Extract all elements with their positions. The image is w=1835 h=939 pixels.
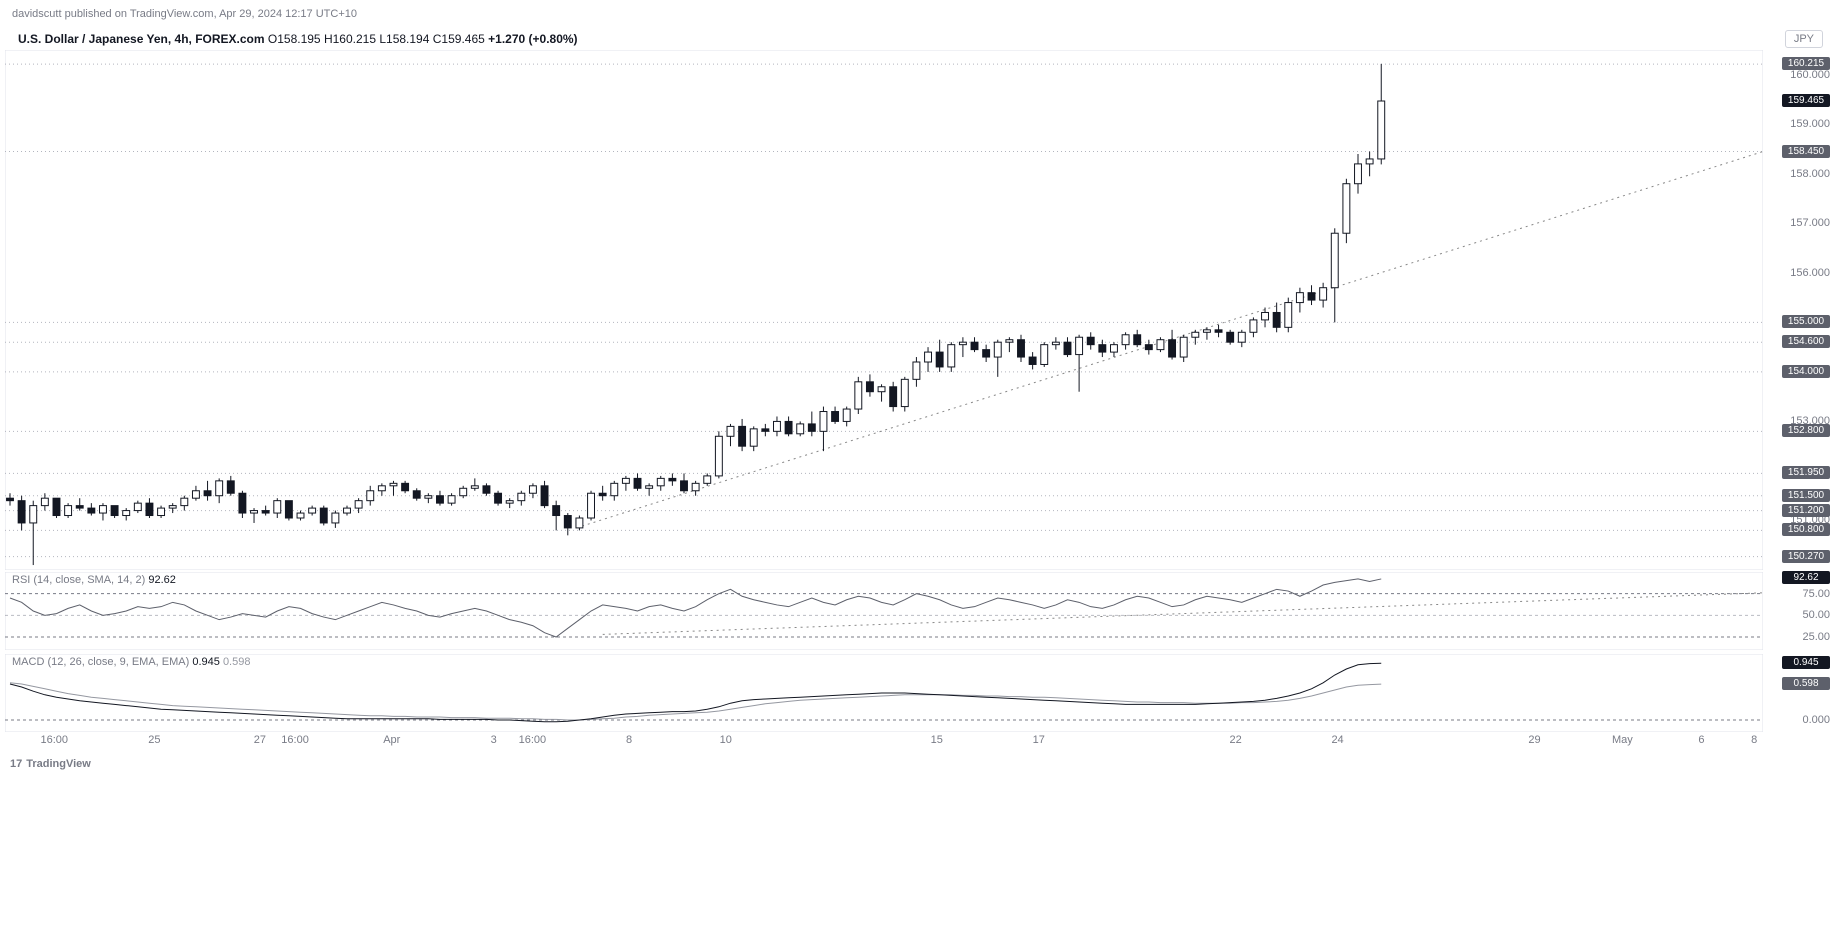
price-tag: 158.450 (1782, 145, 1830, 158)
x-tick: 8 (626, 734, 632, 746)
logo-text: TradingView (26, 758, 91, 770)
macd-tag: 0.945 (1782, 656, 1830, 669)
y-tick: 157.000 (1785, 217, 1830, 229)
price-tag: 155.000 (1782, 315, 1830, 328)
x-tick: 15 (931, 734, 943, 746)
rsi-tick: 75.00 (1797, 588, 1830, 600)
price-tag: 160.215 (1782, 57, 1830, 70)
price-tag: 154.600 (1782, 335, 1830, 348)
price-change: +1.270 (+0.80%) (488, 32, 577, 46)
y-tick: 160.000 (1785, 69, 1830, 81)
price-tag: 151.950 (1782, 466, 1830, 479)
currency-badge: JPY (1785, 30, 1823, 48)
x-tick: 3 (491, 734, 497, 746)
ohlc-high: H160.215 (324, 32, 376, 46)
x-tick: 16:00 (40, 734, 68, 746)
macd-tick: 0.000 (1797, 714, 1830, 726)
x-tick: 27 (254, 734, 266, 746)
x-tick: 16:00 (519, 734, 547, 746)
logo-icon: 17 (10, 758, 22, 770)
rsi-tag: 92.62 (1782, 571, 1830, 584)
y-axis: 151.000152.000153.000154.000155.000156.0… (1765, 50, 1830, 570)
rsi-tick: 50.00 (1797, 609, 1830, 621)
price-tag: 151.500 (1782, 489, 1830, 502)
macd-tag: 0.598 (1782, 677, 1830, 690)
ohlc-low: L158.194 (379, 32, 429, 46)
rsi-panel[interactable] (5, 572, 1763, 650)
x-tick: 6 (1698, 734, 1704, 746)
ohlc-close: C159.465 (433, 32, 485, 46)
x-tick: Apr (383, 734, 400, 746)
x-tick: 16:00 (281, 734, 309, 746)
symbol-header: U.S. Dollar / Japanese Yen, 4h, FOREX.co… (18, 32, 578, 46)
y-tick: 156.000 (1785, 267, 1830, 279)
x-tick: May (1612, 734, 1633, 746)
x-tick: 17 (1033, 734, 1045, 746)
price-tag: 151.200 (1782, 504, 1830, 517)
price-tag: 150.800 (1782, 523, 1830, 536)
macd-panel[interactable] (5, 654, 1763, 732)
x-tick: 10 (720, 734, 732, 746)
publish-info: davidscutt published on TradingView.com,… (12, 8, 357, 20)
macd-axis: 0.000 0.945 0.598 (1765, 654, 1830, 732)
x-tick: 8 (1751, 734, 1757, 746)
rsi-axis: 25.00 50.00 75.00 92.62 (1765, 572, 1830, 650)
ohlc-open: O158.195 (268, 32, 321, 46)
x-axis: 16:00 25 27 16:00 Apr 3 16:00 8 10 15 17 22 24 29 May 6… (5, 734, 1763, 752)
price-tag: 154.000 (1782, 365, 1830, 378)
x-tick: 24 (1331, 734, 1343, 746)
rsi-tick: 25.00 (1797, 631, 1830, 643)
price-tag: 150.270 (1782, 550, 1830, 563)
x-tick: 29 (1528, 734, 1540, 746)
price-tag: 152.800 (1782, 424, 1830, 437)
tradingview-logo: 17 TradingView (10, 758, 91, 770)
y-tick: 158.000 (1785, 168, 1830, 180)
price-chart[interactable] (5, 50, 1763, 570)
x-tick: 25 (148, 734, 160, 746)
price-tag: 159.465 (1782, 94, 1830, 107)
x-tick: 22 (1229, 734, 1241, 746)
symbol-title: U.S. Dollar / Japanese Yen, 4h, FOREX.co… (18, 32, 265, 46)
y-tick: 159.000 (1785, 118, 1830, 130)
